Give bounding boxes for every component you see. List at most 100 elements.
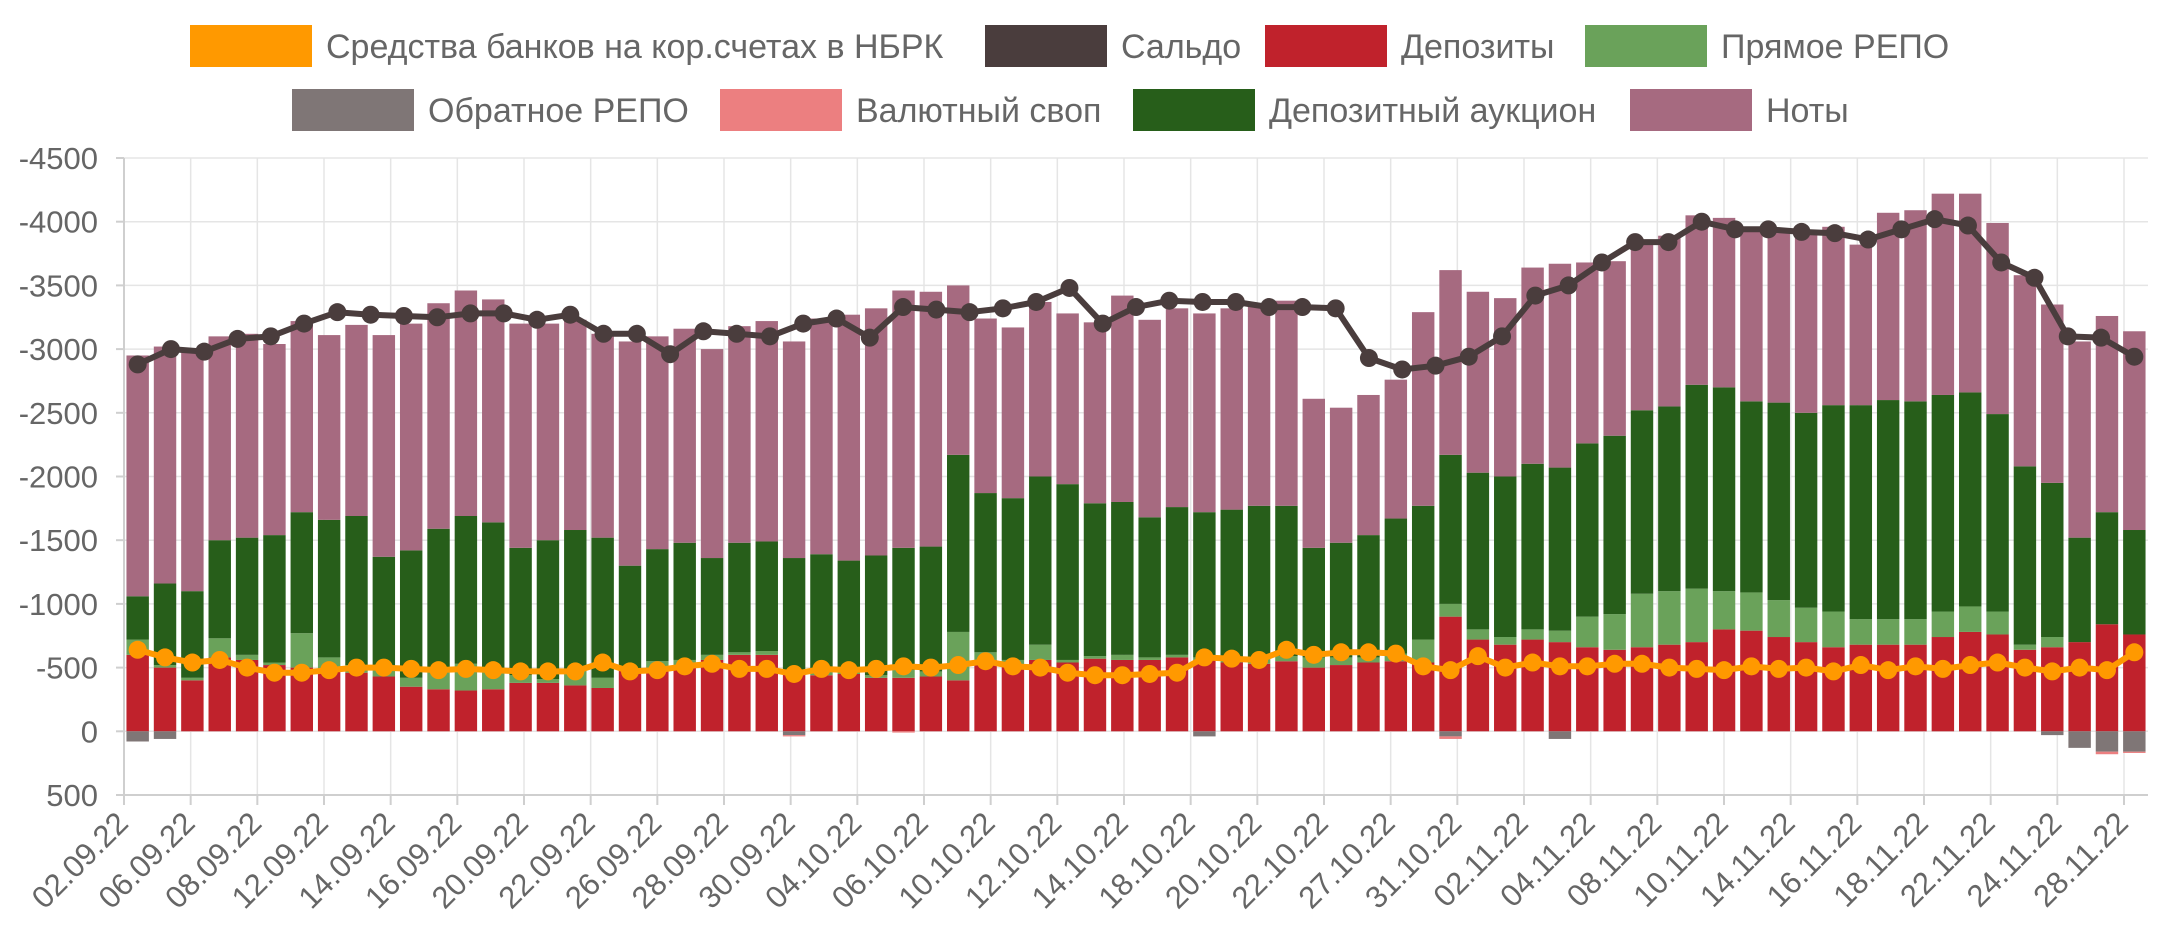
point-saldo[interactable] <box>993 299 1012 318</box>
point-saldo[interactable] <box>661 345 680 364</box>
bar-repo-reverse[interactable] <box>126 731 149 742</box>
point-liquidity[interactable] <box>703 654 722 673</box>
bar-fx-swap[interactable] <box>2123 751 2146 753</box>
bar-dep-auction[interactable] <box>482 522 505 669</box>
point-liquidity[interactable] <box>867 659 886 678</box>
point-liquidity[interactable] <box>730 659 749 678</box>
bar-repo-direct[interactable] <box>1986 611 2009 635</box>
point-saldo[interactable] <box>627 324 646 343</box>
point-liquidity[interactable] <box>1879 661 1898 680</box>
bar-repo-direct[interactable] <box>1767 600 1790 638</box>
bar-notes[interactable] <box>1603 261 1626 436</box>
point-liquidity[interactable] <box>949 656 968 675</box>
bar-deposits[interactable] <box>1794 642 1818 732</box>
bar-dep-auction[interactable] <box>1138 517 1161 658</box>
bar-deposits[interactable] <box>864 677 888 732</box>
bar-notes[interactable] <box>2068 341 2091 538</box>
bar-notes[interactable] <box>1630 239 1654 411</box>
point-liquidity[interactable] <box>2043 662 2062 681</box>
bar-dep-auction[interactable] <box>454 515 478 664</box>
bar-notes[interactable] <box>1466 291 1490 473</box>
bar-notes[interactable] <box>1165 308 1189 508</box>
bar-notes[interactable] <box>1548 263 1572 468</box>
point-liquidity[interactable] <box>1550 657 1569 676</box>
point-saldo[interactable] <box>1027 292 1046 311</box>
bar-repo-direct[interactable] <box>1794 607 1818 643</box>
point-liquidity[interactable] <box>456 659 475 678</box>
bar-deposits[interactable] <box>1411 662 1435 732</box>
bar-dep-auction[interactable] <box>1986 414 2009 612</box>
point-liquidity[interactable] <box>757 659 776 678</box>
point-saldo[interactable] <box>494 304 513 323</box>
legend-item-notes[interactable]: Ноты <box>1630 89 1849 131</box>
bar-repo-direct[interactable] <box>2041 637 2064 648</box>
point-saldo[interactable] <box>794 314 813 333</box>
bar-dep-auction[interactable] <box>755 541 778 652</box>
bar-notes[interactable] <box>1138 319 1161 518</box>
bar-deposits[interactable] <box>181 680 204 732</box>
bar-notes[interactable] <box>755 321 778 542</box>
bar-dep-auction[interactable] <box>782 558 806 671</box>
point-liquidity[interactable] <box>1195 648 1214 667</box>
bar-notes[interactable] <box>1576 262 1599 444</box>
bar-deposits[interactable] <box>1712 629 1736 732</box>
point-saldo[interactable] <box>1493 327 1512 346</box>
point-saldo[interactable] <box>295 314 314 333</box>
bar-deposits[interactable] <box>290 667 313 732</box>
point-liquidity[interactable] <box>1332 643 1351 662</box>
point-saldo[interactable] <box>195 342 214 361</box>
bar-deposits[interactable] <box>454 690 478 732</box>
point-saldo[interactable] <box>1759 220 1778 239</box>
point-liquidity[interactable] <box>1633 654 1651 673</box>
point-liquidity[interactable] <box>1824 662 1843 681</box>
point-liquidity[interactable] <box>210 650 229 669</box>
point-liquidity[interactable] <box>566 662 585 681</box>
bar-dep-auction[interactable] <box>864 555 888 676</box>
bar-repo-direct[interactable] <box>1630 593 1654 648</box>
bar-dep-auction[interactable] <box>1357 535 1380 658</box>
bar-deposits[interactable] <box>345 672 368 732</box>
point-liquidity[interactable] <box>1578 657 1597 676</box>
bar-dep-auction[interactable] <box>2095 512 2119 625</box>
point-liquidity[interactable] <box>402 659 421 678</box>
bar-dep-auction[interactable] <box>646 549 669 662</box>
bar-deposits[interactable] <box>153 667 177 732</box>
bar-deposits[interactable] <box>1275 661 1298 732</box>
bar-notes[interactable] <box>1001 327 1025 499</box>
bar-dep-auction[interactable] <box>974 493 997 653</box>
point-saldo[interactable] <box>228 329 247 348</box>
bar-dep-auction[interactable] <box>290 512 313 634</box>
point-saldo[interactable] <box>328 303 347 322</box>
bar-deposits[interactable] <box>919 676 943 732</box>
bar-repo-direct[interactable] <box>1658 591 1681 645</box>
point-liquidity[interactable] <box>839 661 858 680</box>
bar-dep-auction[interactable] <box>263 535 286 663</box>
bar-notes[interactable] <box>153 346 177 584</box>
bar-repo-reverse[interactable] <box>153 731 177 739</box>
bar-deposits[interactable] <box>1548 642 1572 732</box>
bar-dep-auction[interactable] <box>618 565 642 671</box>
bar-deposits[interactable] <box>673 665 696 732</box>
bar-repo-direct[interactable] <box>1548 630 1572 643</box>
bar-dep-auction[interactable] <box>1767 402 1790 601</box>
bar-dep-auction[interactable] <box>153 583 177 666</box>
bar-fx-swap[interactable] <box>892 731 915 733</box>
bar-dep-auction[interactable] <box>1658 406 1681 592</box>
bar-deposits[interactable] <box>564 685 587 732</box>
bar-deposits[interactable] <box>1767 637 1790 732</box>
bar-dep-auction[interactable] <box>810 554 833 669</box>
bar-notes[interactable] <box>427 303 450 529</box>
bar-notes[interactable] <box>2095 315 2119 513</box>
bar-repo-direct[interactable] <box>1603 614 1626 650</box>
bar-notes[interactable] <box>1193 313 1216 513</box>
point-saldo[interactable] <box>1859 230 1878 249</box>
bar-notes[interactable] <box>1876 212 1900 401</box>
point-liquidity[interactable] <box>1414 657 1433 676</box>
bar-fx-swap[interactable] <box>1439 736 1462 739</box>
bar-dep-auction[interactable] <box>1165 507 1189 655</box>
bar-notes[interactable] <box>864 308 888 556</box>
bar-notes[interactable] <box>181 350 204 592</box>
bar-fx-swap[interactable] <box>2095 751 2119 755</box>
bar-repo-direct[interactable] <box>1411 639 1435 663</box>
point-liquidity[interactable] <box>511 662 530 681</box>
